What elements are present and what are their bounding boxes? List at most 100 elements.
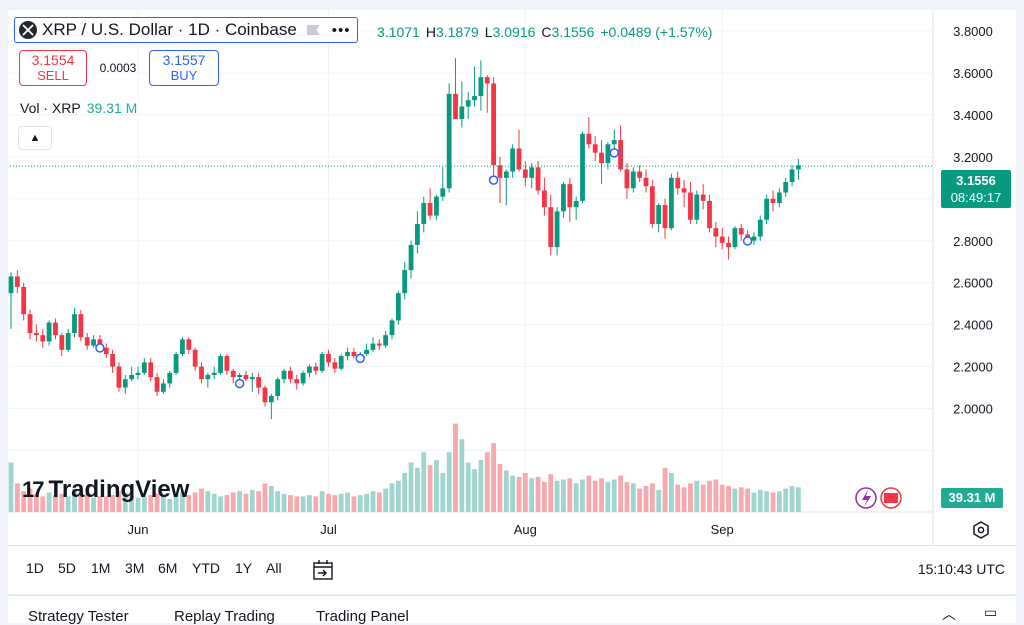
candle-body xyxy=(491,83,496,166)
candle-body xyxy=(262,387,268,403)
range-3m-button[interactable]: 3M xyxy=(125,560,145,576)
y-tick-label: 3.6000 xyxy=(953,66,993,81)
volume-bar xyxy=(21,491,27,512)
candle-body xyxy=(161,383,166,392)
candle-body xyxy=(586,133,592,145)
x-tick-label: Aug xyxy=(514,522,537,537)
sell-button[interactable]: 3.1554 SELL xyxy=(19,50,87,86)
volume-bar xyxy=(351,496,357,512)
range-5d-button[interactable]: 5D xyxy=(58,560,76,576)
bottom-panel: Strategy Tester Replay Trading Trading P… xyxy=(8,595,1016,625)
symbol-title-box[interactable]: XRP / U.S. Dollar · 1D · Coinbase ••• xyxy=(14,17,358,43)
x-tick-label: Sep xyxy=(711,522,734,537)
range-ytd-button[interactable]: YTD xyxy=(192,560,220,576)
bar-countdown: 08:49:17 xyxy=(950,190,1002,205)
price-chart[interactable]: 2.00002.20002.40002.60002.80003.00003.20… xyxy=(8,10,1016,545)
candle-body xyxy=(592,144,598,153)
volume-bar xyxy=(605,482,611,512)
volume-bar xyxy=(567,478,573,512)
candle-body xyxy=(675,177,681,189)
candle-body xyxy=(281,370,287,380)
volume-bar xyxy=(770,492,776,512)
candle-body xyxy=(453,93,458,120)
volume-bar xyxy=(484,452,490,512)
volume-bar xyxy=(707,480,712,512)
volume-bar xyxy=(478,460,484,512)
volume-bar xyxy=(256,491,262,512)
volume-bar xyxy=(326,493,331,512)
candle-body xyxy=(472,96,477,101)
y-tick-label: 2.6000 xyxy=(953,276,993,291)
volume-bar xyxy=(84,493,90,512)
volume-bar xyxy=(262,483,268,512)
buy-button[interactable]: 3.1557 BUY xyxy=(149,50,219,86)
spread-value: 0.0003 xyxy=(99,61,137,75)
range-1d-button[interactable]: 1D xyxy=(26,560,44,576)
tradingview-logo[interactable]: 17 TradingView xyxy=(22,476,189,504)
volume-bar xyxy=(78,491,84,512)
volume-bar xyxy=(637,488,643,512)
range-1m-button[interactable]: 1M xyxy=(91,560,111,576)
volume-bar xyxy=(319,491,325,512)
volume-bar xyxy=(14,483,20,512)
range-all-button[interactable]: All xyxy=(266,560,282,576)
volume-bar xyxy=(186,495,192,512)
candle-body xyxy=(129,374,135,380)
volume-bar xyxy=(141,496,147,512)
candle-body xyxy=(230,370,236,378)
candle-body xyxy=(529,167,535,178)
candle-body xyxy=(408,244,414,271)
y-tick-label: 2.8000 xyxy=(953,234,993,249)
volume-bar xyxy=(789,486,795,512)
us-flag-icon xyxy=(884,493,898,503)
lightning-icon xyxy=(862,490,871,507)
candle-body xyxy=(46,322,52,342)
volume-bar xyxy=(110,495,115,512)
candle-body xyxy=(510,148,516,172)
chart-settings-icon[interactable] xyxy=(970,519,992,541)
volume-bar xyxy=(427,465,433,512)
candle-body xyxy=(643,177,649,187)
volume-bar xyxy=(370,491,376,512)
candle-body xyxy=(497,165,503,178)
ohlc-low: 3.0916 xyxy=(492,24,536,40)
volume-bar xyxy=(46,492,52,512)
volume-bar xyxy=(592,480,598,512)
range-6m-button[interactable]: 6M xyxy=(158,560,178,576)
collapse-legend-button[interactable]: ▲ xyxy=(18,126,52,150)
flag-icon[interactable] xyxy=(306,25,320,35)
buy-price: 3.1557 xyxy=(162,52,206,68)
volume-bar xyxy=(503,470,509,512)
tradingview-wordmark: TradingView xyxy=(48,476,190,503)
chevron-up-icon[interactable]: ︿ xyxy=(942,606,956,622)
candle-body xyxy=(554,211,560,248)
volume-bar xyxy=(167,499,173,512)
utc-clock[interactable]: 15:10:43 UTC xyxy=(917,561,1005,577)
volume-bar xyxy=(338,493,344,512)
volume-bar xyxy=(211,493,217,512)
candle-body xyxy=(434,196,439,216)
candle-body xyxy=(167,372,173,384)
candle-body xyxy=(573,200,579,208)
candle-body xyxy=(237,374,242,378)
candle-body xyxy=(376,343,382,346)
candle-body xyxy=(726,242,731,248)
y-tick-label: 2.4000 xyxy=(953,318,993,333)
y-tick-label: 2.0000 xyxy=(953,402,993,417)
tab-strategy-tester[interactable]: Strategy Tester xyxy=(28,608,129,625)
volume-bar xyxy=(446,452,452,512)
volume-bar xyxy=(757,489,763,512)
ohlc-high: 3.1879 xyxy=(435,24,479,40)
go-to-date-icon[interactable] xyxy=(311,558,335,582)
range-1y-button[interactable]: 1Y xyxy=(235,560,253,576)
volume-bar xyxy=(516,476,522,512)
chart-panel[interactable]: 2.00002.20002.40002.60002.80003.00003.20… xyxy=(8,10,1016,594)
maximize-panel-icon[interactable]: ▭ xyxy=(984,604,998,620)
volume-bar xyxy=(510,475,516,512)
more-dots-icon[interactable]: ••• xyxy=(331,21,351,39)
candle-body xyxy=(370,343,376,350)
candle-body xyxy=(713,228,719,237)
tradingview-mark: 17 xyxy=(22,477,45,502)
tab-replay-trading[interactable]: Replay Trading xyxy=(174,608,275,625)
tab-trading-panel[interactable]: Trading Panel xyxy=(316,608,409,625)
